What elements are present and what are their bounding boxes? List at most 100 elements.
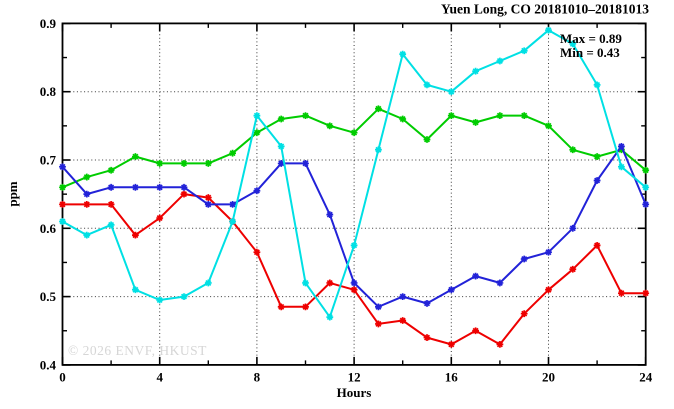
y-tick-label: 0.5 <box>40 289 57 304</box>
marker-green-line <box>326 122 334 130</box>
marker-red-line <box>375 320 382 328</box>
marker-cyan-line <box>83 231 91 239</box>
marker-blue-line <box>156 183 164 191</box>
plot-border <box>61 22 647 366</box>
marker-green-line <box>83 173 91 181</box>
y-axis-title: ppm <box>5 181 20 206</box>
marker-green-line <box>642 166 650 174</box>
marker-blue-line <box>399 293 407 300</box>
marker-blue-line <box>277 160 285 167</box>
marker-green-line <box>472 119 479 126</box>
marker-cyan-line <box>107 221 115 229</box>
marker-red-line <box>472 327 479 335</box>
x-tick-label: 0 <box>59 370 66 385</box>
marker-red-line <box>496 341 504 348</box>
marker-blue-line <box>472 272 479 280</box>
annotation-max: Max = 0.89 <box>560 31 622 46</box>
marker-blue-line <box>204 200 212 208</box>
marker-red-line <box>107 200 115 208</box>
marker-red-line <box>569 265 577 273</box>
marker-green-line <box>59 183 66 191</box>
marker-blue-line <box>447 286 455 294</box>
x-tick-label: 4 <box>156 370 163 385</box>
marker-cyan-line <box>253 112 261 120</box>
marker-cyan-line <box>277 142 285 150</box>
y-tick-label: 0.7 <box>40 153 57 168</box>
watermark: © 2026 ENVF, HKUST <box>68 343 207 358</box>
marker-green-line <box>180 160 188 167</box>
marker-green-line <box>593 153 601 160</box>
series-red-line <box>62 193 646 346</box>
marker-red-line <box>204 194 212 201</box>
marker-red-line <box>399 317 407 324</box>
marker-green-line <box>447 112 455 120</box>
marker-green-line <box>229 149 236 157</box>
marker-red-line <box>156 214 164 222</box>
marker-red-line <box>277 303 285 311</box>
marker-blue-line <box>83 190 91 198</box>
marker-cyan-line <box>350 241 358 249</box>
marker-blue-line <box>375 303 382 311</box>
marker-cyan-line <box>132 286 139 294</box>
marker-red-line <box>642 289 650 297</box>
marker-red-line <box>253 248 261 256</box>
chart-title: Yuen Long, CO 20181010–20181013 <box>441 2 649 17</box>
marker-green-line <box>618 146 625 154</box>
marker-blue-line <box>618 142 625 150</box>
marker-blue-line <box>642 200 650 208</box>
plot-area: 0.4 0.5 0.6 0.7 0.8 0.9 0 4 8 12 16 20 24 <box>40 16 653 385</box>
marker-red-line <box>545 286 552 294</box>
x-tick-label: 12 <box>348 370 361 385</box>
marker-cyan-line <box>326 313 334 321</box>
marker-blue-line <box>520 255 528 263</box>
marker-cyan-line <box>569 40 577 48</box>
marker-green-line <box>399 115 407 123</box>
marker-green-line <box>277 115 285 123</box>
y-tick-label: 0.6 <box>40 221 57 236</box>
marker-red-line <box>423 334 431 341</box>
x-tick-label: 16 <box>445 370 459 385</box>
marker-cyan-line <box>302 279 309 287</box>
marker-green-line <box>107 166 115 174</box>
marker-cyan-line <box>472 67 479 75</box>
marker-green-line <box>520 112 528 120</box>
marker-green-line <box>496 112 504 120</box>
marker-cyan-line <box>496 57 504 65</box>
marker-blue-line <box>107 183 115 191</box>
annotation-min: Min = 0.43 <box>560 45 620 60</box>
marker-cyan-line <box>229 218 236 225</box>
marker-blue-line <box>569 224 577 232</box>
marker-green-line <box>302 112 309 120</box>
marker-blue-line <box>496 279 504 287</box>
x-tick-label: 20 <box>542 370 555 385</box>
marker-cyan-line <box>593 81 601 89</box>
x-tick-label: 8 <box>254 370 261 385</box>
marker-red-line <box>83 200 91 208</box>
marker-green-line <box>204 160 212 167</box>
x-tick-label: 24 <box>639 370 653 385</box>
marker-cyan-line <box>399 50 407 58</box>
marker-cyan-line <box>156 296 164 304</box>
marker-blue-line <box>59 163 66 171</box>
marker-green-line <box>156 160 164 167</box>
marker-cyan-line <box>375 146 382 154</box>
marker-cyan-line <box>59 218 66 225</box>
y-tick-label: 0.8 <box>40 84 57 99</box>
marker-red-line <box>132 231 139 239</box>
marker-blue-line <box>180 183 188 191</box>
marker-blue-line <box>302 160 309 167</box>
series-cyan-line <box>62 29 647 319</box>
marker-red-line <box>520 310 528 318</box>
marker-cyan-line <box>180 293 188 300</box>
marker-green-line <box>545 122 552 130</box>
marker-green-line <box>375 105 382 113</box>
marker-red-line <box>326 279 334 287</box>
y-tick-label: 0.9 <box>40 16 57 31</box>
marker-cyan-line <box>545 26 552 34</box>
marker-green-line <box>350 129 358 137</box>
marker-red-line <box>618 289 625 297</box>
marker-blue-line <box>593 177 601 184</box>
marker-red-line <box>350 286 358 294</box>
